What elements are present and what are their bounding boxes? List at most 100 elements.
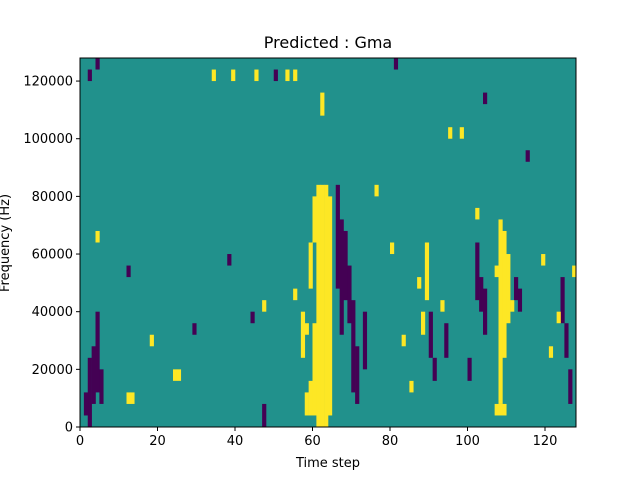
heatmap-cell-low xyxy=(393,58,399,70)
heatmap-cell-high xyxy=(498,219,503,404)
x-tick-label: 20 xyxy=(149,434,166,449)
heatmap-cell-low xyxy=(514,277,519,301)
heatmap-cell-low xyxy=(444,323,449,358)
heatmap-cell-high xyxy=(498,403,503,416)
heatmap-cell-low xyxy=(99,369,104,404)
heatmap-cell-high xyxy=(374,184,379,197)
heatmap-cell-high xyxy=(293,288,298,301)
heatmap-cell-low xyxy=(83,392,89,416)
heatmap-cell-low xyxy=(126,265,131,278)
heatmap-cell-high xyxy=(494,265,499,278)
chart-title: Predicted : Gma xyxy=(264,33,392,52)
heatmap-cell-high xyxy=(502,403,507,416)
heatmap-cell-low xyxy=(339,219,344,335)
y-axis-label: Frequency (Hz) xyxy=(0,194,13,292)
heatmap-cell-low xyxy=(351,300,356,393)
heatmap-cell-low xyxy=(227,254,232,266)
heatmap-cell-high xyxy=(304,392,309,416)
heatmap-cell-high xyxy=(409,380,414,393)
y-tick-label: 40000 xyxy=(32,305,73,320)
heatmap-cell-high xyxy=(475,207,480,220)
heatmap-cell-low xyxy=(428,311,433,358)
heatmap-cell-low xyxy=(525,150,530,162)
heatmap-cell-high xyxy=(448,127,453,139)
heatmap-cell-low xyxy=(355,346,360,404)
heatmap-cell-low xyxy=(347,265,352,324)
heatmap-cell-low xyxy=(273,69,278,82)
heatmap-cell-high xyxy=(421,311,426,335)
plot-frame xyxy=(79,57,577,428)
heatmap-cell-high xyxy=(320,92,325,116)
x-axis-ticks: 0 20 40 60 80 100 120 xyxy=(76,427,558,449)
x-tick-label: 0 xyxy=(76,434,84,449)
heatmap-cell-high xyxy=(548,346,554,358)
heatmap-plot-area xyxy=(80,58,577,427)
heatmap-cell-low xyxy=(517,288,523,312)
heatmap-cell-low xyxy=(335,184,340,289)
x-tick-label: 120 xyxy=(533,434,558,449)
x-tick-label: 80 xyxy=(382,434,399,449)
y-tick-label: 0 xyxy=(65,421,73,436)
heatmap-cell-high xyxy=(572,265,577,278)
heatmap-cell-low xyxy=(95,58,100,70)
heatmap-cell-low xyxy=(87,357,92,427)
heatmap-cell-low xyxy=(483,288,488,335)
heatmap-cell-high xyxy=(95,230,100,243)
heatmap-cell-high xyxy=(126,392,131,404)
heatmap-cell-high xyxy=(312,323,317,416)
heatmap-cell-high xyxy=(417,277,422,289)
y-tick-label: 60000 xyxy=(32,248,73,263)
heatmap-cell-low xyxy=(192,323,197,335)
heatmap-cell-high xyxy=(320,184,325,427)
heatmap-cell-high xyxy=(308,242,313,289)
heatmap-cell-high xyxy=(506,254,511,324)
heatmap-cell-high xyxy=(324,184,329,427)
heatmap-cell-high xyxy=(541,254,546,266)
heatmap-cell-low xyxy=(564,323,569,358)
y-tick-label: 100000 xyxy=(23,132,73,147)
heatmap-cell-low xyxy=(343,230,348,301)
heatmap-cell-low xyxy=(262,403,267,427)
heatmap-cell-high xyxy=(130,392,135,404)
y-axis-ticks: 0 20000 40000 60000 80000 100000 120000 xyxy=(23,75,80,436)
heatmap-cell-low xyxy=(432,357,437,381)
heatmap-cell-high xyxy=(285,69,290,82)
heatmap-cell-high xyxy=(390,242,395,255)
heatmap-cell-high xyxy=(300,311,306,358)
heatmap-cell-low xyxy=(479,277,484,312)
x-tick-label: 100 xyxy=(455,434,480,449)
heatmap-cell-high xyxy=(308,380,313,416)
y-tick-label: 20000 xyxy=(32,363,73,378)
heatmap-cell-low xyxy=(568,369,573,404)
heatmap-cell-high xyxy=(494,403,499,416)
heatmap-cell-high xyxy=(231,69,236,82)
heatmap-cell-high xyxy=(328,196,333,416)
heatmap-cell-high xyxy=(502,230,507,358)
heatmap-cell-high xyxy=(556,311,561,324)
heatmap-cell-high xyxy=(510,300,515,312)
heatmap-cell-high xyxy=(254,69,259,82)
heatmap-cell-low xyxy=(87,69,92,82)
heatmap-cell-high xyxy=(401,334,406,347)
heatmap-cell-low xyxy=(362,311,368,370)
heatmap-cell-high xyxy=(149,334,154,347)
heatmap-cell-low xyxy=(91,346,96,404)
heatmap-cell-high xyxy=(176,369,182,381)
heatmap-cell-low xyxy=(483,92,488,105)
heatmap-cell-high xyxy=(424,242,430,301)
heatmap-cell-high xyxy=(293,69,298,82)
y-tick-label: 120000 xyxy=(23,75,73,90)
heatmap-cell-high xyxy=(440,300,445,312)
heatmap-cell-high xyxy=(211,69,216,82)
heatmap-cell-low xyxy=(467,357,472,381)
heatmap-cell-high xyxy=(304,323,309,335)
heatmap-cell-low xyxy=(250,311,255,324)
heatmap-cell-low xyxy=(560,277,565,324)
heatmap-cell-high xyxy=(312,196,317,243)
heatmap-cell-high xyxy=(316,184,321,427)
x-tick-label: 40 xyxy=(227,434,244,449)
heatmap-cell-high xyxy=(262,300,267,312)
x-tick-label: 60 xyxy=(304,434,321,449)
heatmap-cell-high xyxy=(459,127,464,139)
